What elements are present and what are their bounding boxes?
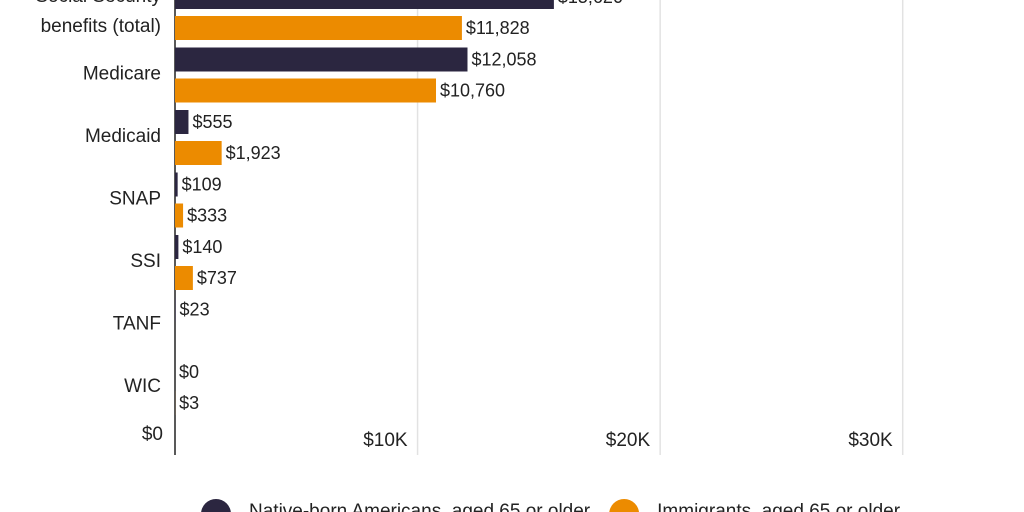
legend-swatch [201,499,231,512]
x-tick-label: $20K [606,430,651,451]
bar [175,0,554,9]
bar [175,203,184,228]
legend-swatch [609,499,640,512]
value-label: $11,828 [466,18,530,38]
bar [175,235,179,259]
x-tick-label: $10K [363,430,408,451]
category-label: WIC [124,376,161,397]
bar [175,297,176,322]
value-label: $0 [179,362,199,382]
value-label: $737 [197,268,237,288]
bar [175,16,462,40]
bar [175,141,222,165]
value-label: $12,058 [471,49,536,69]
value-label: $3 [179,393,199,413]
value-label: $23 [180,299,210,319]
category-label: Medicare [83,64,161,85]
value-label: $140 [182,237,222,257]
category-label: TANF [113,314,161,335]
category-label: SSI [130,251,161,272]
category-label: Social Securitybenefits (total) [35,0,161,37]
bar [175,172,178,197]
bar [175,266,193,290]
value-label: $15,620 [558,0,623,7]
bar [175,110,189,134]
value-label: $1,923 [226,143,281,163]
value-label: $10,760 [440,80,505,100]
value-label: $333 [187,205,227,225]
bar [175,47,468,72]
category-label: Medicaid [85,126,161,147]
x-tick-label: $30K [848,430,893,451]
x-tick-label: $0 [142,424,163,445]
legend-label: Immigrants, aged 65 or older [657,501,901,512]
value-label: $555 [192,112,232,132]
legend-label: Native-born Americans, aged 65 or older [249,501,591,512]
bar [175,78,437,103]
value-label: $109 [182,174,222,194]
category-label: SNAP [109,189,161,210]
